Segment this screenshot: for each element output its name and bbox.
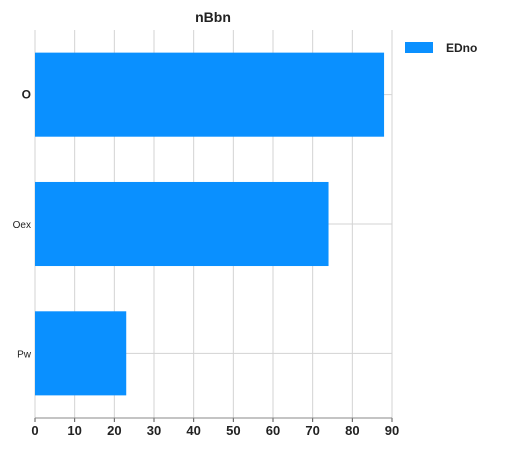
- y-category-label: Oex: [13, 220, 31, 231]
- legend-label-edno: EDno: [446, 41, 477, 55]
- bars: [35, 52, 385, 396]
- x-tick-label: 0: [31, 423, 38, 438]
- x-tick-label: 40: [186, 423, 200, 438]
- x-tick-label: 60: [266, 423, 280, 438]
- x-tick-label: 90: [385, 423, 399, 438]
- x-tick-label: 70: [305, 423, 319, 438]
- x-tick-label: 30: [147, 423, 161, 438]
- bar-pw: [35, 311, 127, 396]
- y-category-label: Pw: [17, 349, 32, 360]
- legend-swatch: [405, 42, 433, 53]
- x-tick-label: 20: [107, 423, 121, 438]
- legend: EDno: [405, 41, 477, 55]
- x-tick-label: 10: [67, 423, 81, 438]
- bar-oex: [35, 181, 329, 267]
- x-tick-label: 50: [226, 423, 240, 438]
- x-axis: 0 10 20 30 40 50 60 70 80 90: [31, 417, 399, 438]
- category-labels: O Oex Pw: [13, 88, 32, 361]
- bar-o: [35, 52, 385, 137]
- chart-title: nBbn: [195, 9, 231, 25]
- y-category-label: O: [22, 88, 31, 102]
- x-tick-label: 80: [345, 423, 359, 438]
